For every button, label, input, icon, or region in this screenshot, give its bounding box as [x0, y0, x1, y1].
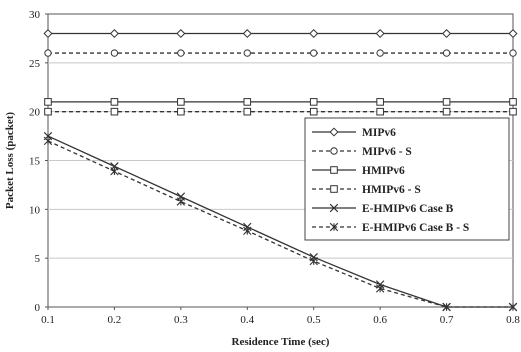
y-tick-label: 5: [35, 253, 41, 265]
x-tick-label: 0.6: [373, 314, 387, 326]
x-tick-label: 0.3: [174, 314, 188, 326]
data-point: [44, 98, 52, 106]
x-tick-label: 0.4: [240, 314, 254, 326]
data-point: [375, 284, 385, 293]
data-point: [242, 29, 252, 39]
legend-marker: [330, 185, 338, 193]
data-point: [44, 49, 52, 57]
data-point: [309, 98, 318, 106]
data-point: [376, 49, 384, 57]
legend-entry-1: MIPv6: [312, 127, 396, 139]
data-point: [309, 29, 319, 39]
data-point: [375, 29, 385, 39]
legend-entry-6: E-HMIPv6 Case B - S: [312, 222, 469, 234]
data-point: [442, 302, 451, 312]
data-point: [509, 49, 517, 57]
legend-marker: [330, 147, 338, 155]
data-point: [509, 98, 517, 106]
y-tick-label: 10: [29, 204, 41, 216]
data-point: [110, 107, 119, 116]
x-tick-label: 0.1: [41, 314, 55, 326]
legend-marker: [329, 222, 339, 232]
y-axis-title: Packet Loss (packet): [4, 112, 16, 209]
data-point: [376, 107, 384, 116]
data-point: [243, 49, 251, 57]
y-tick-label: 30: [29, 9, 41, 21]
data-point: [177, 49, 185, 57]
data-point: [177, 98, 185, 106]
data-point: [243, 107, 252, 116]
series-1: [43, 29, 518, 39]
data-point: [243, 222, 252, 232]
data-point: [442, 49, 451, 57]
data-point: [309, 107, 318, 116]
data-point: [243, 98, 252, 106]
legend-label: HMIPv6 - S: [362, 184, 421, 196]
legend-box: [304, 117, 510, 241]
data-point: [176, 29, 186, 39]
data-point: [442, 107, 451, 116]
legend-marker: [329, 203, 339, 213]
x-axis-title: Residence Time (sec): [232, 336, 330, 348]
x-axis-ticks: 0.1 0.2 0.3 0.4 0.5 0.6 0.7 0.8: [41, 307, 520, 326]
legend-entry-5: E-HMIPv6 Case B: [312, 203, 454, 215]
series-layer: [43, 29, 518, 312]
data-point: [442, 98, 451, 106]
series-line: [47, 140, 513, 308]
legend-label: MIPv6 - S: [362, 146, 412, 158]
legend-marker: [329, 127, 339, 137]
y-axis-ticks: 0 5 10 15 20 25 30: [29, 9, 48, 314]
legend-label: E-HMIPv6 Case B: [362, 203, 454, 215]
data-point: [109, 29, 119, 39]
data-point: [310, 49, 318, 57]
x-tick-label: 0.7: [440, 314, 454, 326]
x-tick-label: 0.8: [506, 314, 520, 326]
legend-entry-3: HMIPv6: [312, 165, 405, 177]
legend-label: HMIPv6: [362, 165, 405, 177]
data-point: [176, 197, 186, 206]
legend-entry-4: HMIPv6 - S: [312, 184, 421, 196]
legend-entry-2: MIPv6 - S: [312, 146, 412, 158]
data-point: [508, 302, 518, 312]
y-tick-label: 15: [29, 156, 41, 168]
data-point: [177, 107, 185, 116]
data-point: [508, 29, 518, 39]
data-point: [309, 256, 318, 266]
y-tick-label: 25: [29, 58, 41, 70]
series-2: [44, 49, 517, 57]
legend: MIPv6 MIPv6 - S HMIPv6 HMIPv6 - S E-HMIPv6 C…: [304, 117, 510, 241]
data-point: [509, 107, 517, 116]
series-3: [44, 98, 517, 106]
legend-label: E-HMIPv6 Case B - S: [362, 222, 469, 234]
data-point: [44, 107, 52, 116]
data-point: [43, 136, 53, 146]
legend-label: MIPv6: [362, 127, 396, 139]
series-6: [43, 136, 518, 312]
data-point: [43, 29, 53, 39]
y-tick-label: 0: [35, 302, 41, 314]
data-point: [243, 226, 252, 236]
data-point: [110, 98, 119, 106]
x-tick-label: 0.2: [108, 314, 122, 326]
data-point: [376, 98, 384, 106]
legend-marker: [330, 166, 338, 174]
y-tick-label: 20: [29, 107, 41, 119]
data-point: [442, 29, 452, 39]
series-4: [44, 107, 517, 116]
data-point: [110, 167, 119, 176]
x-tick-label: 0.5: [307, 314, 321, 326]
data-point: [110, 49, 119, 57]
